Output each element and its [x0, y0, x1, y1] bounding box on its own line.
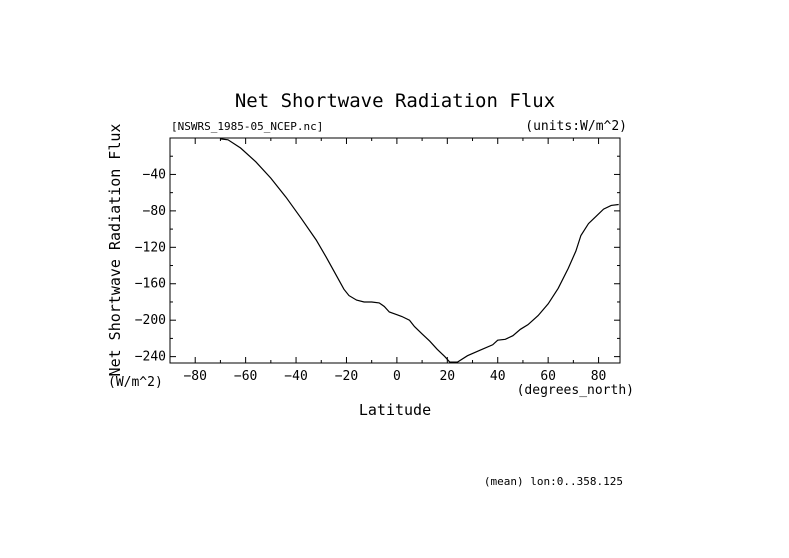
series-line: [220, 138, 619, 363]
y-tick-label: −80: [143, 204, 166, 219]
x-tick-label: 80: [591, 369, 607, 384]
y-tick-label: −120: [135, 240, 166, 255]
file-label: [NSWRS_1985-05_NCEP.nc]: [171, 120, 323, 133]
x-tick-label: 20: [439, 369, 455, 384]
units-label: (units:W/m^2): [525, 119, 627, 134]
y-tick-label: −200: [135, 313, 166, 328]
y-tick-label: −240: [135, 350, 166, 365]
footer-note: (mean) lon:0..358.125: [484, 475, 623, 488]
x-tick-label: −80: [183, 369, 206, 384]
x-tick-label: 0: [393, 369, 401, 384]
y-tick-label: −160: [135, 277, 166, 292]
x-tick-label: 60: [540, 369, 556, 384]
x-tick-label: 40: [490, 369, 506, 384]
y-units-label: (W/m^2): [108, 375, 163, 390]
x-tick-label: −20: [335, 369, 358, 384]
chart-title: Net Shortwave Radiation Flux: [235, 90, 555, 112]
tick-labels: −80 −60 −40 −20 0 20 40 60 80−40−80−120−160−200−…: [135, 167, 607, 384]
ticks: [170, 138, 620, 363]
x-units-label: (degrees_north): [517, 383, 634, 398]
x-axis-label: Latitude: [359, 401, 431, 419]
y-tick-label: −40: [143, 167, 166, 182]
x-tick-label: −40: [284, 369, 307, 384]
plot-frame: [169, 137, 621, 364]
x-tick-label: −60: [234, 369, 257, 384]
y-axis-label: Net Shortwave Radiation Flux: [106, 124, 124, 377]
